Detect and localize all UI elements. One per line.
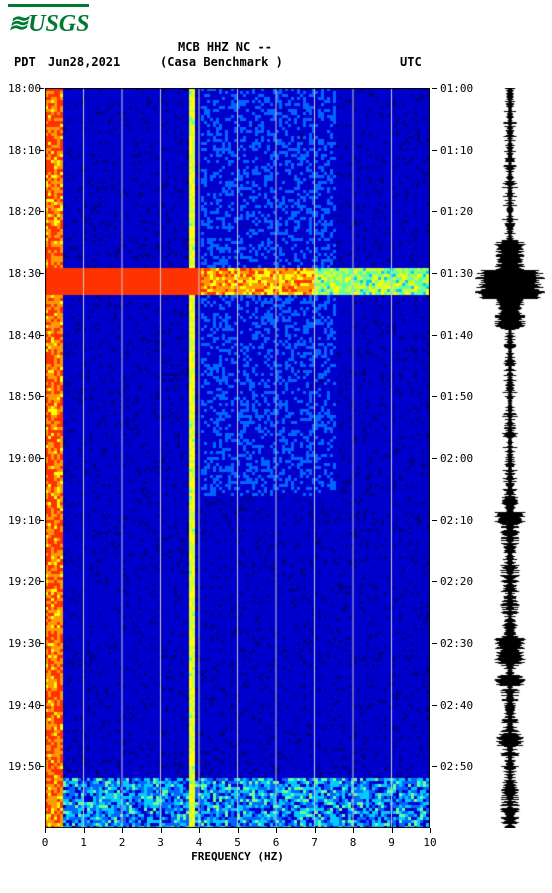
- x-tick-label: 4: [196, 836, 203, 849]
- x-tick-label: 8: [350, 836, 357, 849]
- y-left-tick-label: 19:30: [8, 637, 41, 650]
- y-left-tick-label: 18:20: [8, 205, 41, 218]
- spectrogram-chart: [45, 88, 430, 828]
- y-right-tick-label: 01:50: [440, 390, 473, 403]
- y-left-tick-label: 19:00: [8, 452, 41, 465]
- x-tick-label: 7: [311, 836, 318, 849]
- x-tick-label: 2: [119, 836, 126, 849]
- station-line1-label: MCB HHZ NC --: [178, 40, 272, 54]
- y-left-tick-label: 18:30: [8, 267, 41, 280]
- y-right-tick-label: 02:30: [440, 637, 473, 650]
- y-right-tick-label: 02:10: [440, 514, 473, 527]
- usgs-logo: ≋USGS: [8, 4, 89, 38]
- y-right-tick-label: 01:00: [440, 82, 473, 95]
- y-left-tick-label: 19:40: [8, 699, 41, 712]
- y-right-tick-label: 02:50: [440, 760, 473, 773]
- x-axis-label: FREQUENCY (HZ): [45, 850, 430, 863]
- y-right-tick-label: 02:20: [440, 575, 473, 588]
- station-line2-label: (Casa Benchmark ): [160, 55, 283, 69]
- y-left-tick-label: 19:20: [8, 575, 41, 588]
- x-tick-label: 5: [234, 836, 241, 849]
- x-tick-label: 3: [157, 836, 164, 849]
- x-tick-label: 1: [80, 836, 87, 849]
- page-root: ≋USGS PDT Jun28,2021 MCB HHZ NC -- (Casa…: [0, 0, 552, 893]
- timezone-left-label: PDT: [14, 55, 36, 69]
- y-axis-right: 01:0001:1001:2001:3001:4001:5002:0002:10…: [432, 88, 472, 828]
- y-right-tick-label: 01:20: [440, 205, 473, 218]
- y-left-tick-label: 18:50: [8, 390, 41, 403]
- y-left-tick-label: 18:40: [8, 329, 41, 342]
- y-left-tick-label: 19:50: [8, 760, 41, 773]
- y-left-tick-label: 18:00: [8, 82, 41, 95]
- x-tick-label: 6: [273, 836, 280, 849]
- y-right-tick-label: 01:30: [440, 267, 473, 280]
- waveform-chart: [475, 88, 545, 828]
- y-right-tick-label: 02:00: [440, 452, 473, 465]
- y-right-tick-label: 01:10: [440, 144, 473, 157]
- timezone-right-label: UTC: [400, 55, 422, 69]
- y-right-tick-label: 01:40: [440, 329, 473, 342]
- y-left-tick-label: 19:10: [8, 514, 41, 527]
- x-tick-label: 10: [423, 836, 436, 849]
- date-label: Jun28,2021: [48, 55, 120, 69]
- y-right-tick-label: 02:40: [440, 699, 473, 712]
- x-tick-label: 9: [388, 836, 395, 849]
- x-axis: FREQUENCY (HZ) 012345678910: [45, 828, 430, 868]
- y-left-tick-label: 18:10: [8, 144, 41, 157]
- x-tick-label: 0: [42, 836, 49, 849]
- y-axis-left: 18:0018:1018:2018:3018:4018:5019:0019:10…: [8, 88, 44, 828]
